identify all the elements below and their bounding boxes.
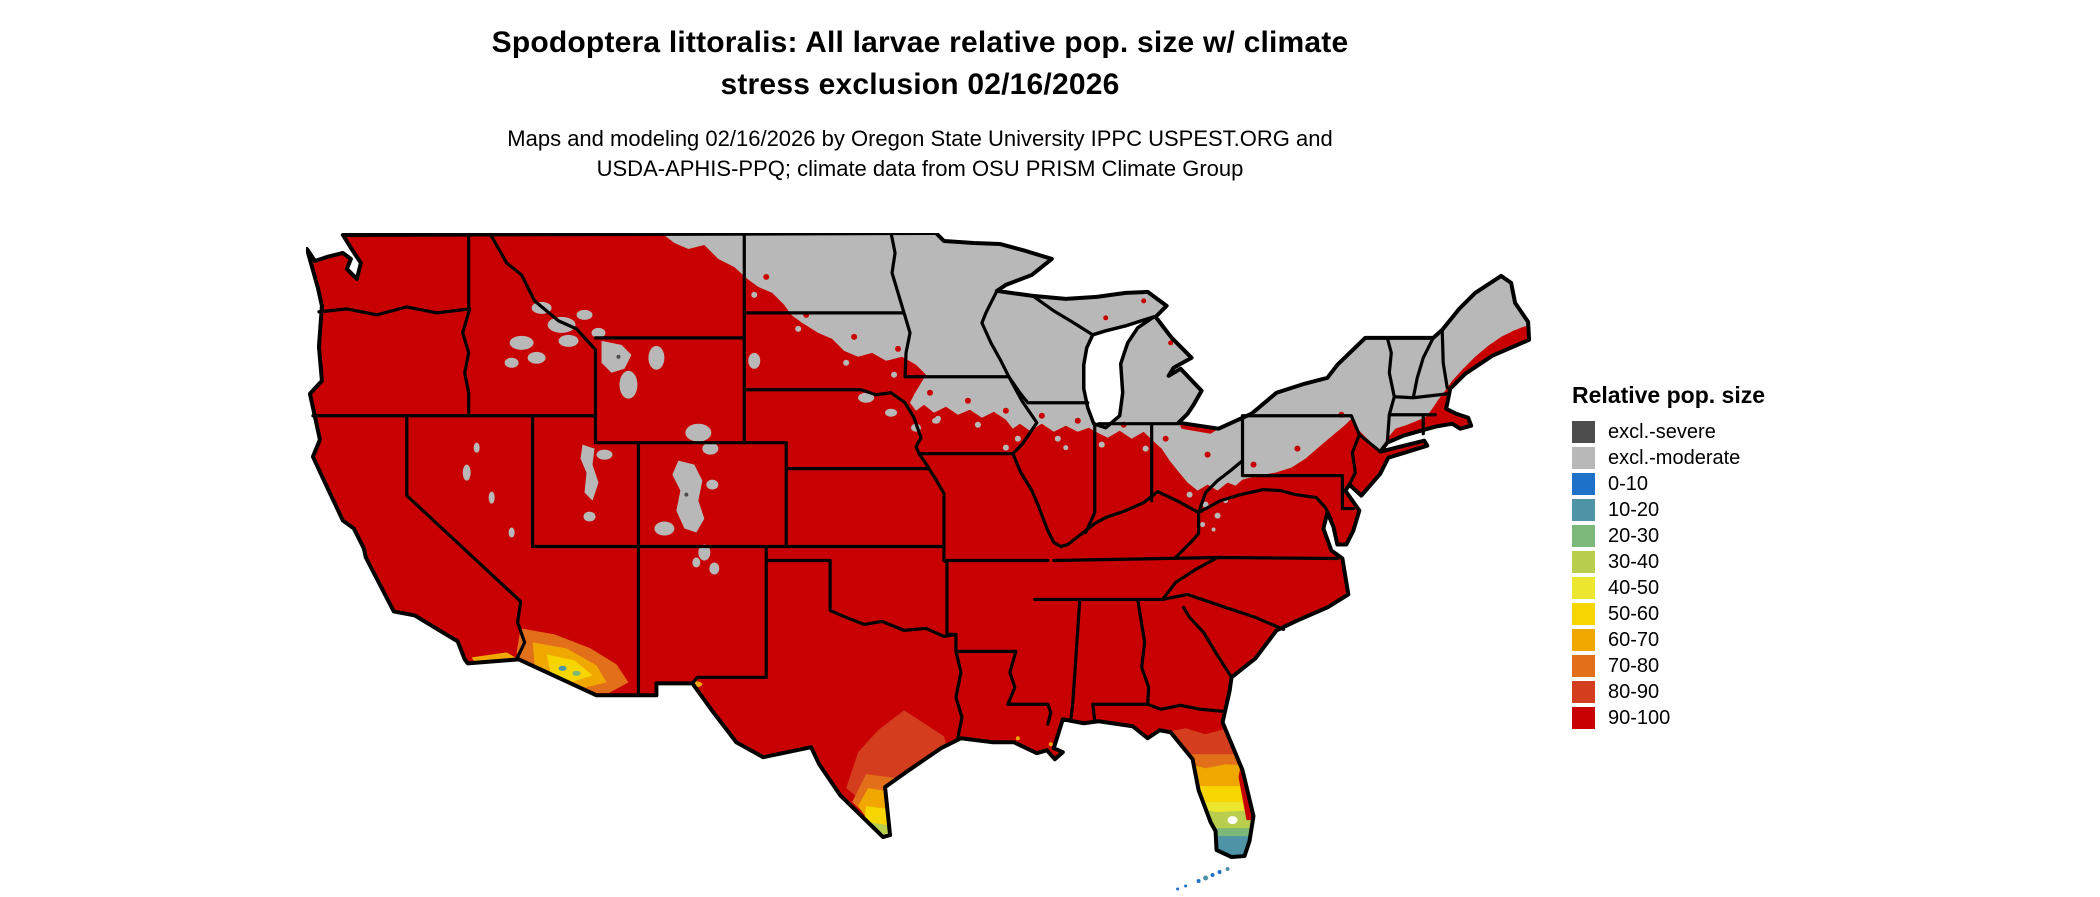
legend-swatch [1572,473,1595,495]
excluded-severe-specks [616,354,689,497]
map-title: Spodoptera littoralis: All larvae relati… [320,22,1520,106]
legend-row-excl-severe: excl.-severe [1572,419,1872,445]
legend-title: Relative pop. size [1572,382,1766,408]
legend-swatch [1572,499,1595,521]
map-title-line2: stress exclusion 02/16/2026 [720,68,1120,101]
lake-okeechobee [1227,816,1238,825]
louisiana-coast-flecks [1015,736,1060,753]
legend-swatch [1572,655,1595,677]
legend-label: excl.-moderate [1608,446,1741,469]
legend-swatch [1572,681,1595,703]
legend-row-80-90: 80-90 [1572,679,1872,705]
legend-swatch [1572,577,1595,599]
legend-swatch [1572,525,1595,547]
legend-swatch [1572,551,1595,573]
legend-label: 50-60 [1608,602,1660,625]
legend-row-20-30: 20-30 [1572,523,1872,549]
legend-row-30-40: 30-40 [1572,549,1872,575]
rocky-mountain-excluded-patches [462,301,761,575]
map-title-line1: Spodoptera littoralis: All larvae relati… [491,26,1349,59]
legend-row-70-80: 70-80 [1572,653,1872,679]
map-subtitle: Maps and modeling 02/16/2026 by Oregon S… [320,124,1520,184]
legend-label: 40-50 [1608,576,1660,599]
legend-row-90-100: 90-100 [1572,705,1872,731]
legend-label: 10-20 [1608,498,1660,521]
legend-row-40-50: 40-50 [1572,575,1872,601]
legend-label: 60-70 [1608,628,1660,651]
legend-swatch [1572,603,1595,625]
legend-row-10-20: 10-20 [1572,497,1872,523]
legend: Relative pop. size excl.-severe excl.-mod… [1572,382,1872,731]
legend-row-excl-moderate: excl.-moderate [1572,445,1872,471]
legend-row-50-60: 50-60 [1572,601,1872,627]
legend-label: 20-30 [1608,524,1660,547]
legend-swatch [1572,629,1595,651]
legend-items: excl.-severe excl.-moderate 0-10 10-20 20-30… [1572,419,1872,731]
legend-row-0-10: 0-10 [1572,471,1872,497]
state-borders [311,231,1450,739]
legend-row-60-70: 60-70 [1572,627,1872,653]
legend-swatch [1572,421,1595,443]
legend-label: 0-10 [1608,472,1649,495]
legend-label: 30-40 [1608,550,1660,573]
map-subtitle-line2: USDA-APHIS-PPQ; climate data from OSU PR… [596,156,1244,181]
legend-label: 90-100 [1608,706,1671,729]
map-subtitle-line1: Maps and modeling 02/16/2026 by Oregon S… [507,126,1333,151]
legend-swatch [1572,707,1595,729]
us-map-svg [304,231,1532,891]
legend-label: 80-90 [1608,680,1660,703]
legend-swatch [1572,447,1595,469]
legend-label: excl.-severe [1608,420,1716,443]
legend-label: 70-80 [1608,654,1660,677]
channel-islands [380,621,427,654]
lake-michigan [1082,315,1156,430]
us-risk-map [304,231,1546,892]
florida-keys [1176,867,1230,891]
us-outline [304,231,1532,860]
